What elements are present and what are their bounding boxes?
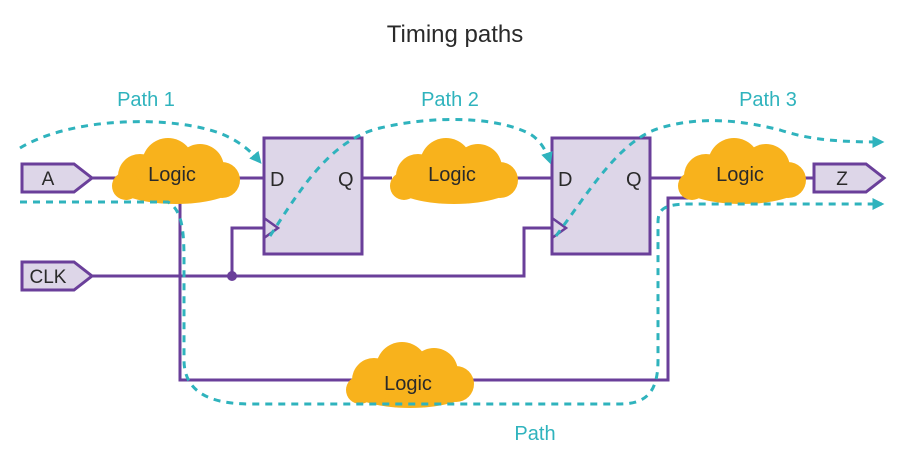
flip-flop-2-body [550, 136, 652, 256]
port-a: A [20, 162, 95, 194]
flip-flop-2: D Q [550, 136, 652, 256]
timing-path-3-line [554, 119, 885, 237]
logic-cloud-3: Logic [678, 138, 806, 204]
logic-cloud-4: Logic [346, 342, 474, 408]
timing-path-overlays [19, 117, 885, 406]
flip-flop-2-q-label: Q [626, 169, 642, 191]
logic-cloud-1-label: Logic [148, 164, 196, 186]
port-clk: CLK [20, 260, 95, 292]
timing-path-4-line [20, 198, 885, 406]
timing-path-2-label: Path 2 [421, 89, 479, 111]
flip-flop-1-d-label: D [270, 169, 284, 191]
port-a-shape [20, 162, 95, 194]
logic-cloud-2-label: Logic [428, 164, 476, 186]
logic-cloud-2: Logic [390, 138, 518, 204]
clk-junction-dot [227, 271, 237, 281]
timing-path-1-line [19, 120, 262, 164]
wire-clk-ff1 [230, 226, 264, 276]
timing-path-4-label: Path [514, 423, 555, 445]
logic-cloud-1: Logic [112, 138, 240, 204]
port-clk-label: CLK [30, 267, 67, 288]
flip-flop-1-body [262, 136, 364, 256]
port-clk-shape [20, 260, 95, 292]
logic-cloud-4-label: Logic [384, 373, 432, 395]
wire-clk [92, 226, 552, 278]
port-z-label: Z [836, 169, 848, 190]
port-z-shape [812, 162, 887, 194]
port-a-label: A [42, 169, 55, 190]
diagram-title: Timing paths [387, 21, 524, 48]
timing-path-1-label: Path 1 [117, 89, 175, 111]
timing-path-3-label: Path 3 [739, 89, 797, 111]
port-z: Z [812, 162, 887, 194]
flip-flop-1-q-label: Q [338, 169, 354, 191]
circuit-wires [92, 176, 814, 382]
flip-flop-1-clock-triangle [263, 216, 281, 240]
logic-cloud-3-label: Logic [716, 164, 764, 186]
wire-a-bypass-loop [178, 196, 690, 382]
timing-path-2-line [268, 117, 553, 237]
flip-flop-2-d-label: D [558, 169, 572, 191]
flip-flop-1: D Q [262, 136, 364, 256]
